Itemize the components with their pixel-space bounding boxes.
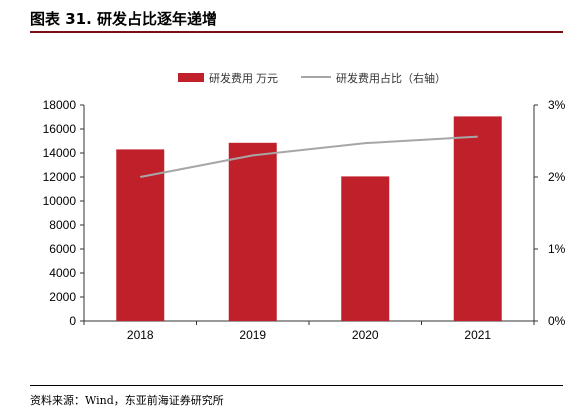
y-left-tick-label: 14000 [43,146,77,160]
figure-title: 图表 31. 研发占比逐年递增 [30,10,218,28]
x-tick-label: 2020 [352,328,379,342]
y-left-tick-label: 18000 [43,98,77,112]
x-tick-label: 2021 [464,328,491,342]
footer-rule [30,385,563,386]
y-left-tick-label: 4000 [49,266,76,280]
chart-axes: 0 2000 4000 6000 8000 10000 12000 14000 16000 180… [43,98,566,342]
x-tick-label: 2019 [239,328,266,342]
y-right-tick-label: 2% [548,170,566,184]
bar-series [116,116,502,322]
chart-legend: 研发费用 万元 研发费用占比（右轴） [178,71,446,85]
y-left-tick-label: 8000 [49,218,76,232]
bar [228,142,277,321]
y-right-tick-label: 3% [548,98,566,112]
y-right-tick-label: 0% [548,314,566,328]
ratio-line [140,135,478,178]
y-left-tick-label: 0 [69,314,76,328]
y-left-tick-label: 10000 [43,194,77,208]
y-left-tick-label: 16000 [43,122,77,136]
x-tick-label: 2018 [127,328,154,342]
bar [116,149,165,321]
y-left-tick-label: 12000 [43,170,77,184]
y-left-tick-label: 6000 [49,242,76,256]
legend-label-bar: 研发费用 万元 [209,71,278,85]
legend-label-line: 研发费用占比（右轴） [336,71,446,85]
y-right-tick-label: 1% [548,242,566,256]
y-left-tick-label: 2000 [49,290,76,304]
bar [341,176,390,321]
line-series [140,135,478,178]
title-rule [30,31,563,33]
bar [453,116,502,322]
legend-swatch-bar [178,73,204,82]
source-note: 资料来源：Wind，东亚前海证券研究所 [30,394,224,407]
